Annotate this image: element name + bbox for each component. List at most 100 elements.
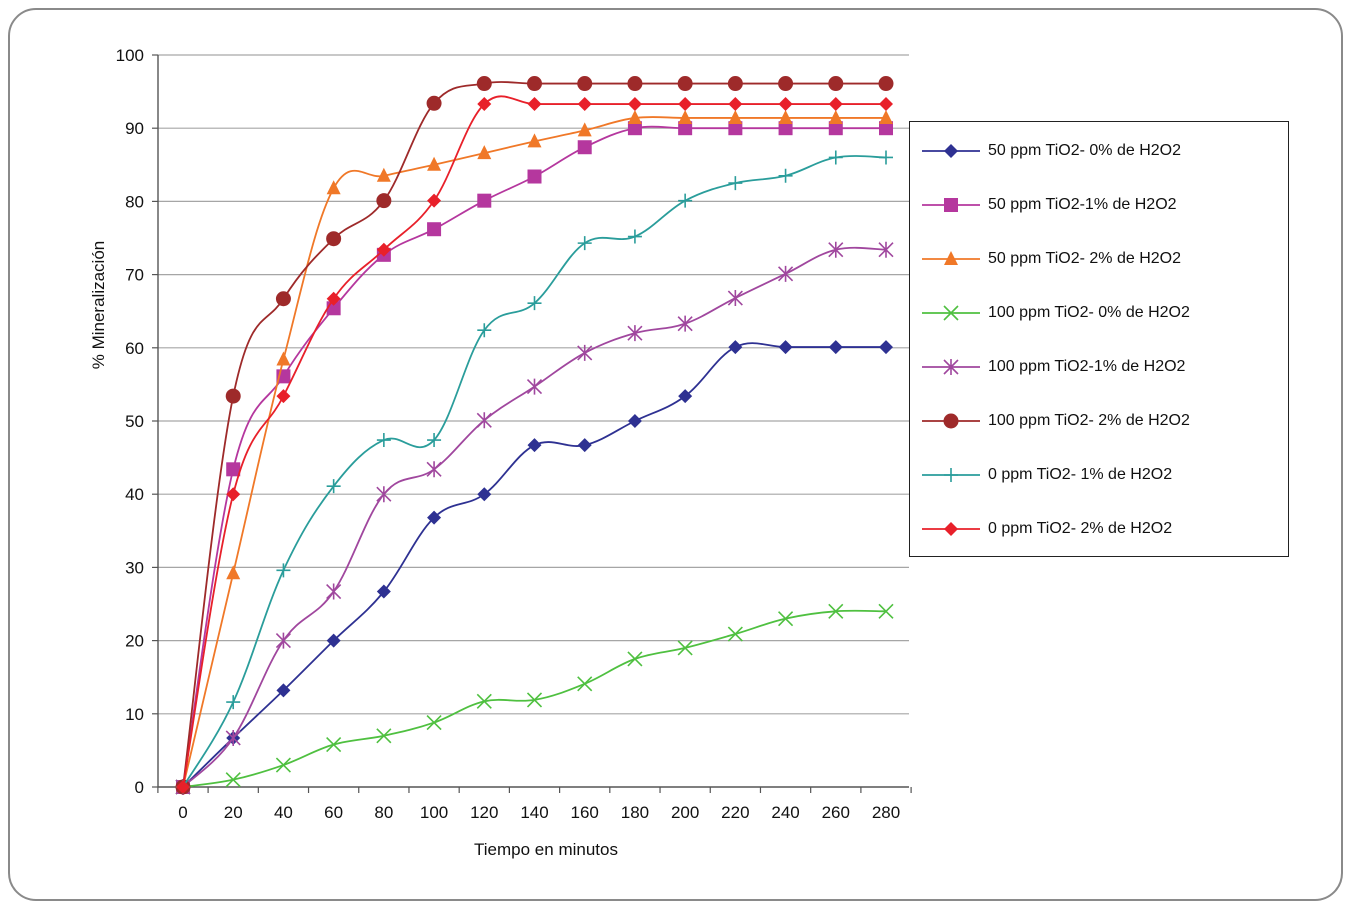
data-point bbox=[376, 584, 391, 599]
legend-swatch bbox=[922, 144, 980, 158]
data-point bbox=[944, 522, 958, 536]
data-point bbox=[577, 344, 593, 361]
data-point bbox=[276, 389, 291, 404]
data-point bbox=[778, 611, 794, 627]
legend: 50 ppm TiO2- 0% de H2O2 50 ppm TiO2-1% de… bbox=[909, 121, 1289, 557]
data-point bbox=[276, 563, 291, 578]
data-point bbox=[678, 389, 693, 404]
y-tick-label: 20 bbox=[125, 632, 144, 651]
data-point bbox=[527, 97, 542, 112]
data-point bbox=[376, 193, 392, 209]
data-point bbox=[728, 97, 743, 112]
series-4 bbox=[175, 603, 894, 795]
y-tick-label: 70 bbox=[125, 266, 144, 285]
data-point bbox=[828, 121, 843, 136]
data-point bbox=[778, 76, 794, 92]
data-point bbox=[226, 462, 241, 477]
data-point bbox=[678, 193, 693, 208]
data-point bbox=[828, 340, 843, 355]
tick-labels: 0 10 20 30 40 50 60 70 80 90 100 0 20 40 60 80 100 120 140… bbox=[116, 46, 901, 822]
data-point bbox=[577, 438, 592, 453]
data-point bbox=[627, 229, 642, 244]
data-point bbox=[627, 109, 642, 124]
legend-label: 100 ppm TiO2-1% de H2O2 bbox=[988, 358, 1186, 375]
data-point bbox=[677, 640, 693, 656]
data-point bbox=[879, 121, 893, 136]
x-tick-label: 0 bbox=[178, 803, 187, 822]
data-point bbox=[225, 729, 241, 746]
series-line bbox=[182, 125, 886, 788]
data-point bbox=[275, 632, 291, 649]
data-point bbox=[326, 583, 342, 600]
x-tick-label: 220 bbox=[721, 803, 749, 822]
data-point bbox=[879, 340, 893, 355]
data-point bbox=[879, 109, 893, 124]
data-point bbox=[943, 305, 959, 321]
data-point bbox=[943, 413, 959, 429]
y-tick-label: 50 bbox=[125, 412, 144, 431]
data-point bbox=[627, 76, 643, 92]
data-point bbox=[944, 468, 958, 482]
data-point bbox=[226, 487, 241, 502]
x-tick-label: 40 bbox=[274, 803, 293, 822]
series-5 bbox=[175, 241, 894, 795]
data-point bbox=[727, 76, 743, 92]
data-point bbox=[427, 433, 442, 448]
legend-label: 100 ppm TiO2- 0% de H2O2 bbox=[988, 304, 1190, 321]
data-point bbox=[527, 296, 542, 311]
axes bbox=[152, 54, 912, 793]
data-point bbox=[778, 265, 794, 282]
data-point bbox=[326, 736, 342, 753]
legend-label: 100 ppm TiO2- 2% de H2O2 bbox=[988, 412, 1190, 429]
legend-item: 100 ppm TiO2-1% de H2O2 bbox=[910, 349, 1288, 385]
data-point bbox=[226, 565, 241, 580]
legend-item: 100 ppm TiO2- 0% de H2O2 bbox=[910, 295, 1288, 331]
legend-item: 100 ppm TiO2- 2% de H2O2 bbox=[910, 403, 1288, 439]
y-tick-label: 80 bbox=[125, 192, 144, 211]
data-point bbox=[476, 412, 492, 429]
x-tick-label: 160 bbox=[571, 803, 599, 822]
x-tick-label: 200 bbox=[671, 803, 699, 822]
data-point bbox=[477, 323, 492, 338]
data-point bbox=[276, 351, 291, 366]
data-point bbox=[477, 487, 492, 502]
x-tick-label: 240 bbox=[771, 803, 799, 822]
legend-swatch bbox=[922, 522, 980, 536]
x-tick-label: 260 bbox=[822, 803, 850, 822]
y-tick-label: 0 bbox=[135, 778, 144, 797]
data-point bbox=[427, 510, 442, 525]
series-2 bbox=[176, 121, 893, 794]
y-tick-label: 100 bbox=[116, 46, 144, 65]
legend-swatch bbox=[922, 251, 980, 265]
data-point bbox=[526, 692, 543, 708]
data-point bbox=[627, 97, 642, 112]
legend-swatch bbox=[922, 468, 980, 482]
x-tick-label: 20 bbox=[224, 803, 243, 822]
data-point bbox=[527, 169, 542, 184]
data-point bbox=[828, 97, 843, 112]
data-point bbox=[426, 715, 442, 731]
data-point bbox=[728, 340, 743, 355]
legend-label: 0 ppm TiO2- 1% de H2O2 bbox=[988, 466, 1173, 483]
gridlines bbox=[158, 54, 909, 715]
data-point bbox=[677, 76, 693, 92]
data-point bbox=[944, 144, 958, 158]
x-tick-label: 180 bbox=[621, 803, 649, 822]
data-point bbox=[778, 168, 793, 183]
data-point bbox=[427, 156, 442, 171]
data-point bbox=[878, 241, 894, 258]
series-line bbox=[182, 342, 886, 788]
legend-item: 50 ppm TiO2-1% de H2O2 bbox=[910, 187, 1288, 223]
data-point bbox=[376, 242, 391, 257]
data-point bbox=[678, 109, 693, 124]
data-point bbox=[627, 325, 643, 342]
legend-label: 0 ppm TiO2- 2% de H2O2 bbox=[988, 520, 1173, 537]
data-point bbox=[476, 693, 492, 709]
data-point bbox=[627, 121, 642, 136]
data-point bbox=[879, 150, 893, 165]
data-point bbox=[426, 461, 442, 478]
legend-item: 50 ppm TiO2- 0% de H2O2 bbox=[910, 133, 1288, 169]
data-point bbox=[677, 315, 693, 332]
series-6 bbox=[175, 76, 894, 795]
x-tick-label: 60 bbox=[324, 803, 343, 822]
